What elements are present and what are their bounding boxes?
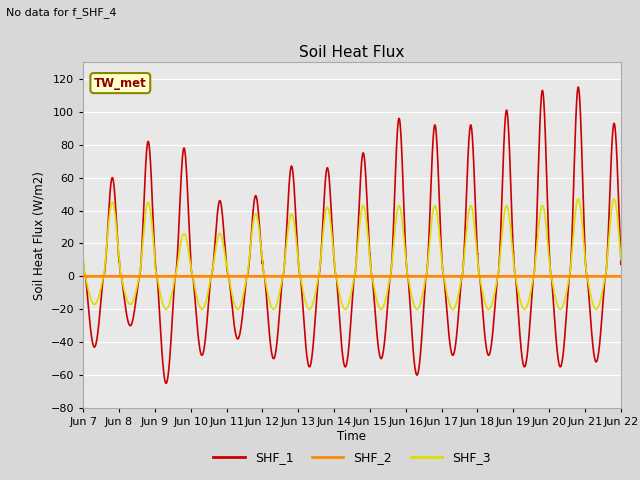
SHF_2 — [617, 274, 625, 279]
SHF_2 — [262, 274, 269, 279]
SHF_3 — [79, 256, 87, 262]
SHF_2 — [472, 274, 480, 279]
Text: TW_met: TW_met — [94, 77, 147, 90]
SHF_2 — [488, 274, 495, 279]
Title: Soil Heat Flux: Soil Heat Flux — [300, 45, 404, 60]
SHF_3 — [595, 304, 602, 310]
SHF_3 — [472, 242, 480, 248]
SHF_2 — [334, 274, 342, 279]
SHF_3 — [610, 196, 618, 202]
SHF_1 — [163, 381, 170, 386]
SHF_3 — [488, 303, 495, 309]
Legend: SHF_1, SHF_2, SHF_3: SHF_1, SHF_2, SHF_3 — [209, 446, 495, 469]
SHF_1 — [334, 290, 342, 296]
SHF_1 — [588, 330, 595, 336]
SHF_2 — [79, 274, 87, 279]
Y-axis label: Soil Heat Flux (W/m2): Soil Heat Flux (W/m2) — [32, 171, 45, 300]
SHF_3 — [592, 306, 600, 312]
Line: SHF_3: SHF_3 — [83, 199, 621, 309]
SHF_3 — [617, 257, 625, 263]
SHF_1 — [595, 352, 602, 358]
SHF_1 — [262, 287, 270, 293]
SHF_1 — [472, 224, 480, 230]
Text: No data for f_SHF_4: No data for f_SHF_4 — [6, 7, 117, 18]
SHF_3 — [334, 281, 342, 287]
Line: SHF_1: SHF_1 — [83, 87, 621, 384]
SHF_2 — [595, 274, 602, 279]
SHF_1 — [574, 84, 582, 90]
SHF_2 — [588, 274, 595, 279]
SHF_1 — [617, 262, 625, 267]
SHF_3 — [588, 296, 595, 302]
SHF_3 — [262, 280, 269, 286]
SHF_1 — [488, 342, 495, 348]
SHF_1 — [79, 259, 87, 265]
X-axis label: Time: Time — [337, 430, 367, 443]
